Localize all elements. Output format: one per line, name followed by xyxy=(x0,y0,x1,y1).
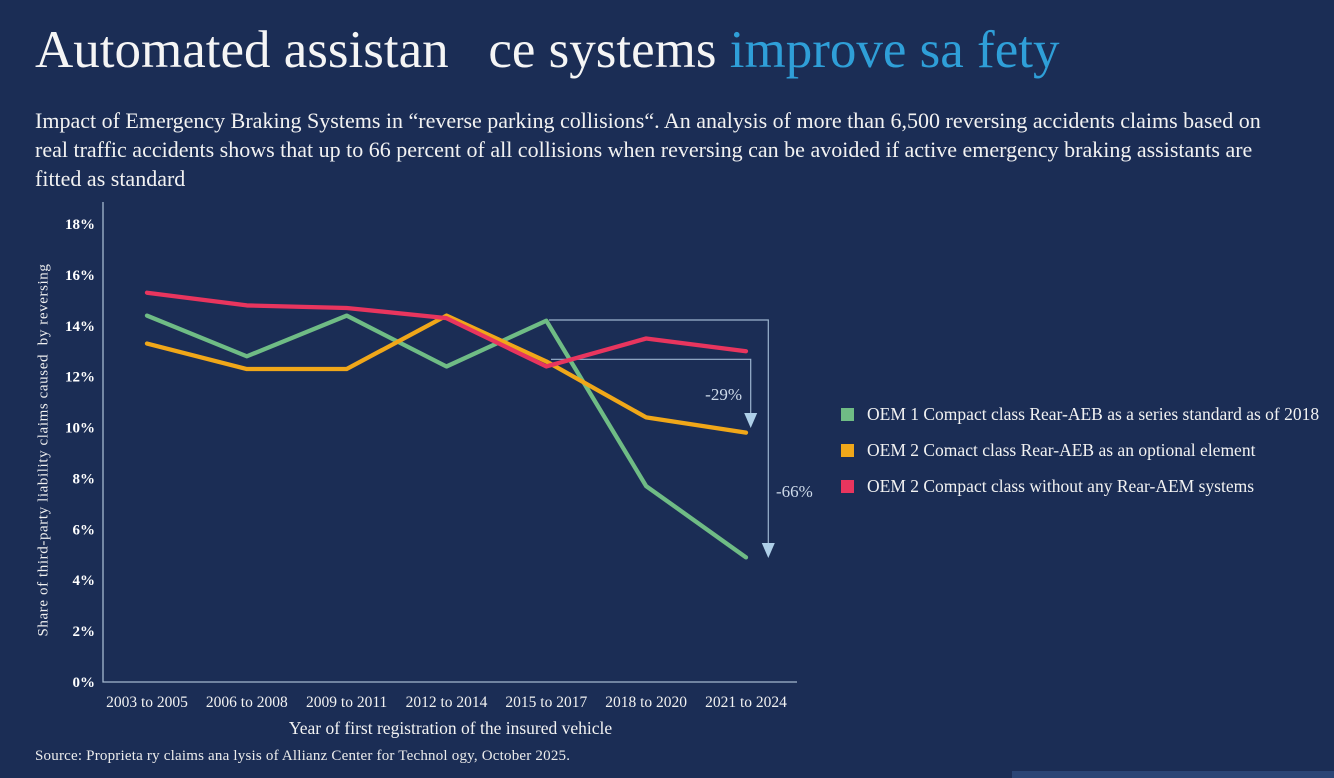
arrow-down-icon xyxy=(761,543,775,558)
x-tick-label: 2018 to 2020 xyxy=(605,694,687,711)
y-tick-label: 18% xyxy=(65,217,95,233)
annotation-bracket xyxy=(551,358,752,413)
y-tick-label: 6% xyxy=(73,522,96,538)
y-tick-label: 8% xyxy=(73,471,96,487)
legend-item-0: OEM 1 Compact class Rear-AEB as a series… xyxy=(841,404,1319,425)
annotation-bracket xyxy=(549,319,769,543)
y-tick-label: 12% xyxy=(65,370,95,386)
legend-label: OEM 2 Comact class Rear-AEB as an option… xyxy=(867,440,1256,460)
series-line-2 xyxy=(144,290,749,369)
arrow-down-icon xyxy=(744,413,758,428)
page-title: Automated assistan ce systems improve sa… xyxy=(35,20,1059,80)
series-line-1 xyxy=(144,313,749,435)
source-note: Source: Proprieta ry claims ana lysis of… xyxy=(35,748,571,764)
annotation-label: -29% xyxy=(705,385,742,404)
x-tick-label: 2009 to 2011 xyxy=(306,694,387,711)
legend: OEM 1 Compact class Rear-AEB as a series… xyxy=(841,404,1319,512)
legend-label: OEM 1 Compact class Rear-AEB as a series… xyxy=(867,404,1320,424)
annotation-label: -66% xyxy=(776,482,813,501)
legend-swatch xyxy=(841,408,854,421)
y-tick-label: 10% xyxy=(65,421,95,437)
x-tick-label: 2006 to 2008 xyxy=(206,694,288,711)
y-tick-label: 4% xyxy=(73,573,96,589)
legend-label: OEM 2 Compact class without any Rear-AEM… xyxy=(867,476,1255,496)
page-title-accent: improve sa fety xyxy=(729,21,1060,79)
subtitle: Impact of Emergency Braking Systems in “… xyxy=(35,108,1261,191)
y-tick-label: 14% xyxy=(65,319,95,335)
x-axis-title: Year of first registration of the insure… xyxy=(288,718,613,738)
series-line-0 xyxy=(144,313,749,560)
line-chart: 0% 2% 4% 6% 8% 10% 12% 14% 16% 18% 2003 to 2005 200… xyxy=(65,202,813,711)
y-axis-label: Share of third-party liability claims ca… xyxy=(35,263,52,637)
y-tick-label: 2% xyxy=(73,624,96,640)
legend-swatch xyxy=(841,444,854,457)
y-tick-label: 0% xyxy=(73,675,96,691)
x-tick-label: 2021 to 2024 xyxy=(705,694,787,711)
x-tick-label: 2012 to 2014 xyxy=(406,694,488,711)
bottom-accent-bar xyxy=(1012,771,1334,778)
axis-lines xyxy=(102,202,797,683)
y-tick-label: 16% xyxy=(65,268,95,284)
x-tick-label: 2015 to 2017 xyxy=(505,694,587,711)
x-tick-label: 2003 to 2005 xyxy=(106,694,188,711)
legend-item-2: OEM 2 Compact class without any Rear-AEM… xyxy=(841,476,1319,497)
page-title-white: Automated assistan ce systems xyxy=(35,21,730,79)
legend-item-1: OEM 2 Comact class Rear-AEB as an option… xyxy=(841,440,1319,461)
legend-swatch xyxy=(841,480,854,493)
